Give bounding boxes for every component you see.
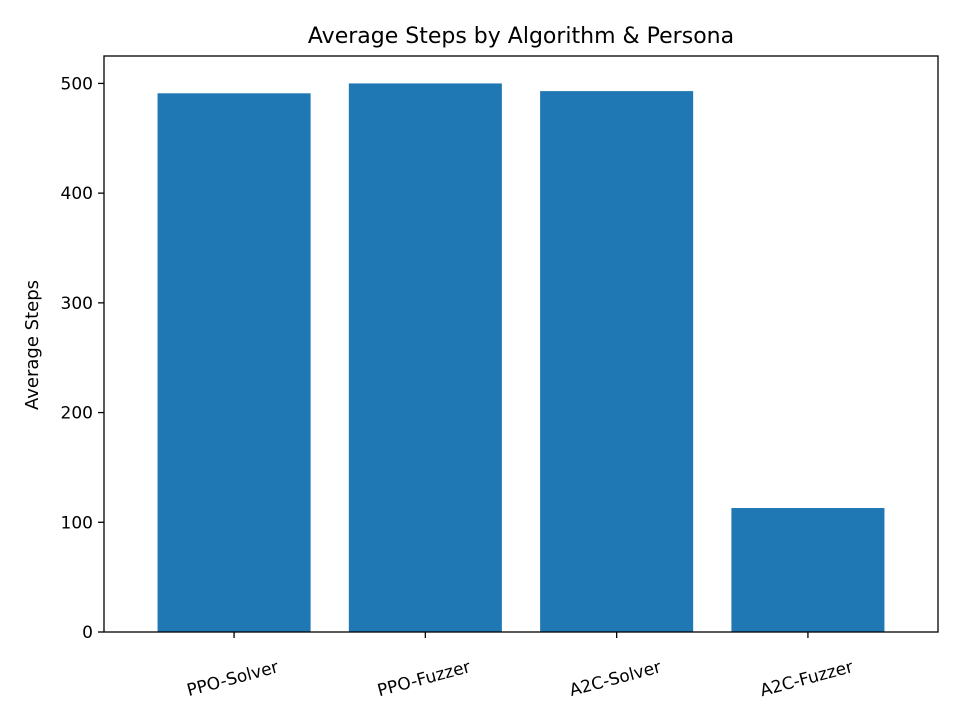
y-tick-label: 500 [61, 74, 93, 94]
y-tick-label: 200 [61, 404, 93, 424]
y-axis-label: Average Steps [22, 280, 43, 410]
bar-a2c-fuzzer [731, 508, 885, 632]
y-tick-label: 100 [61, 513, 93, 533]
y-axis: 0 100 200 300 400 500 [61, 74, 104, 643]
bar-a2c-solver [540, 91, 694, 632]
y-tick-label: 400 [61, 184, 93, 204]
chart-title: Average Steps by Algorithm & Persona [308, 24, 734, 49]
bars-group [157, 83, 885, 632]
y-tick-label: 0 [82, 623, 93, 643]
plot-frame [103, 55, 939, 633]
bar-ppo-solver [157, 93, 311, 632]
y-tick-label: 300 [61, 294, 93, 314]
bar-ppo-fuzzer [348, 83, 502, 632]
